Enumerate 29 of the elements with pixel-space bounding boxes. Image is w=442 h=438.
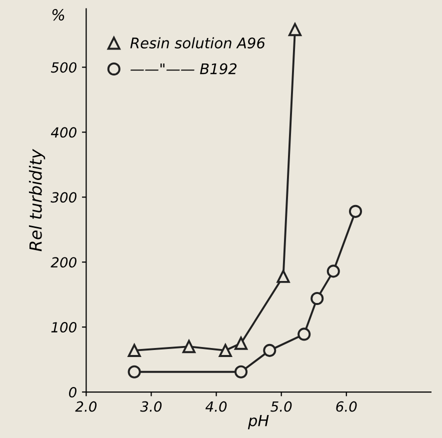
point bbox=[182, 340, 196, 354]
x-axis-title: pH bbox=[248, 414, 269, 430]
legend-label: Resin solution A96 bbox=[130, 37, 265, 49]
y-tick-label: 400 bbox=[50, 127, 76, 138]
point bbox=[263, 344, 276, 357]
y-tick-label: 300 bbox=[50, 192, 76, 203]
point bbox=[276, 270, 290, 283]
x-tick-label: 4.0 bbox=[205, 401, 227, 412]
y-tick-label: 100 bbox=[51, 322, 76, 333]
text: % bbox=[52, 9, 64, 21]
y-axis-title: Rel turbidity bbox=[28, 148, 46, 252]
point bbox=[128, 344, 141, 357]
y-tick-label: 200 bbox=[50, 257, 76, 268]
point bbox=[288, 23, 302, 36]
x-tick-label: 6.0 bbox=[336, 401, 357, 412]
point bbox=[234, 336, 248, 350]
y-tick-label: 500 bbox=[50, 62, 76, 73]
x-tick-label: 5.0 bbox=[270, 401, 292, 412]
point bbox=[326, 264, 340, 278]
x-tick-label: 3.0 bbox=[140, 401, 162, 412]
point bbox=[310, 292, 324, 305]
x-tick-label: 2.0 bbox=[75, 401, 97, 412]
point bbox=[298, 328, 311, 341]
point bbox=[348, 204, 362, 218]
legend-label: ——"—— B192 bbox=[130, 63, 237, 74]
y-tick-label: 0 bbox=[69, 386, 76, 398]
point bbox=[234, 365, 248, 378]
point bbox=[128, 365, 141, 378]
point bbox=[218, 344, 232, 357]
